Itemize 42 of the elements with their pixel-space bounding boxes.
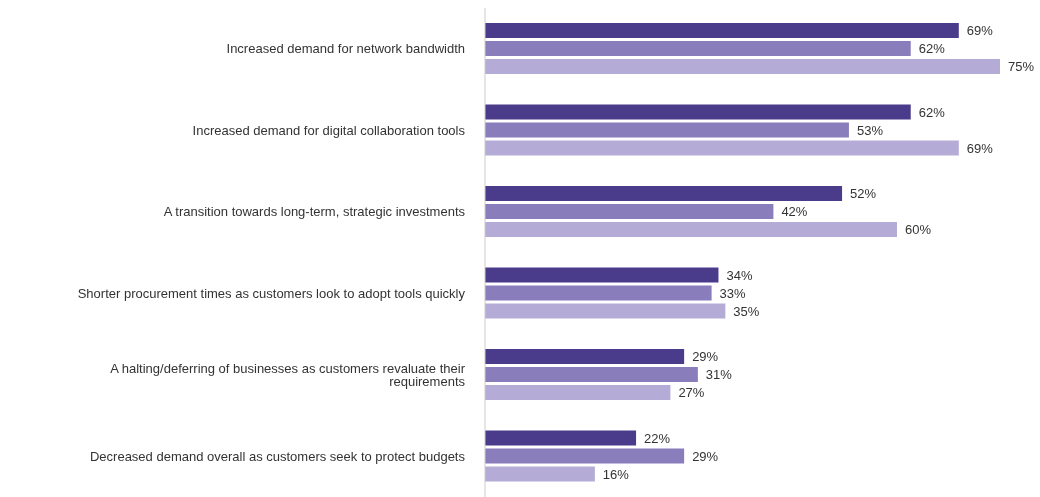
bar (485, 430, 637, 446)
data-label: 29% (692, 448, 719, 464)
bar (485, 285, 712, 301)
bar (485, 367, 698, 382)
data-label: 22% (644, 430, 671, 446)
bar (485, 204, 774, 219)
data-label: 33% (719, 285, 747, 301)
bar (485, 186, 843, 201)
bar (485, 267, 719, 283)
data-label: 69% (966, 140, 994, 156)
bar (485, 23, 959, 38)
bar (485, 349, 685, 364)
bar (485, 140, 959, 156)
data-label: 31% (705, 367, 733, 383)
bar (485, 104, 911, 120)
data-label: 29% (692, 349, 719, 365)
bar (485, 41, 911, 56)
y-tick-label: A halting/deferring of businesses as customers revaluate their requirements (110, 360, 466, 389)
data-label: 16% (602, 466, 630, 482)
y-tick-label: Decreased demand overall as customers seek to protect budgets (89, 448, 466, 464)
data-label: 60% (905, 222, 932, 238)
data-label: 35% (733, 303, 760, 319)
data-label: 53% (856, 122, 884, 138)
y-tick-label: Increased demand for network bandwidth (226, 41, 465, 57)
data-label: 42% (781, 204, 808, 220)
y-tick-label: Shorter procurement times as customers look to adopt tools quickly (77, 285, 466, 301)
bar (485, 466, 595, 482)
data-label: 52% (850, 186, 877, 202)
data-label: 62% (918, 104, 946, 120)
bar (485, 59, 1000, 74)
data-label: 34% (726, 267, 753, 283)
bar (485, 385, 671, 400)
data-label: 27% (678, 385, 705, 401)
bar (485, 222, 897, 237)
data-label: 75% (1008, 59, 1035, 75)
bar (485, 303, 726, 319)
bar (485, 122, 849, 138)
y-tick-label: Increased demand for digital collaboration tools (192, 122, 466, 138)
bar (485, 448, 685, 464)
data-label: 62% (918, 41, 946, 57)
data-label: 69% (966, 23, 994, 39)
y-tick-label: A transition towards long-term, strategic investments (163, 204, 466, 220)
